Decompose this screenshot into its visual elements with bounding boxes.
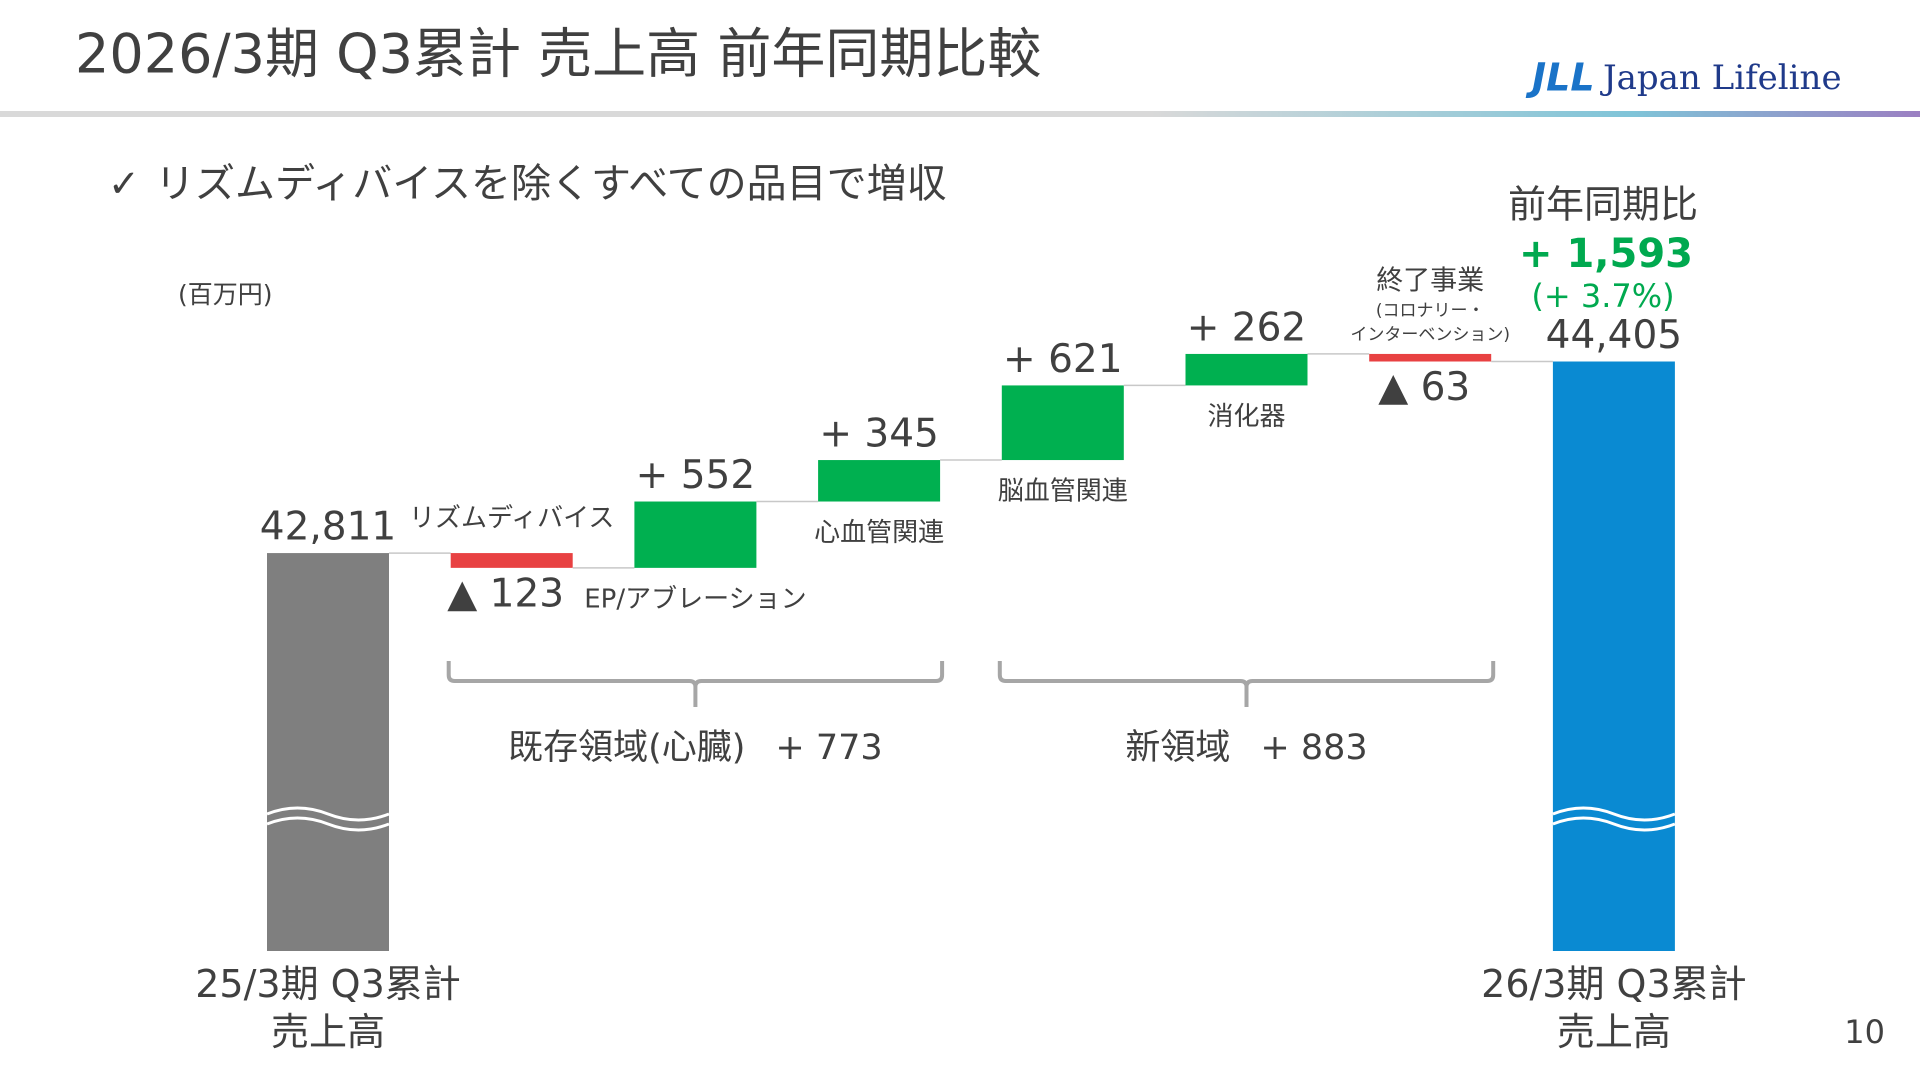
group-change: + 773 (775, 728, 882, 768)
summary-title: 前年同期比 (1508, 183, 1698, 227)
category-label: 脳血管関連 (998, 477, 1128, 507)
delta-bar (1001, 385, 1124, 461)
axis-break (1552, 806, 1676, 822)
group-label: 既存領域(心臓) + 773 (508, 728, 883, 768)
axis-break (266, 806, 390, 822)
logo-mark: JLL (1525, 56, 1595, 100)
page-title: 2026/3期 Q3累計 売上高 前年同期比較 (75, 23, 1041, 86)
value-label: 42,811 (260, 505, 396, 550)
category-label: 消化器 (1207, 402, 1285, 432)
category-note: (コロナリー・インターベンション) (1350, 301, 1510, 345)
category-label: リズムディバイス (409, 504, 614, 534)
page-number: 10 (1844, 1013, 1885, 1051)
unit-label: (百万円) (178, 280, 273, 309)
category-label: 終了事業 (1376, 265, 1484, 296)
category-label: 25/3期 Q3累計売上高 (195, 962, 461, 1054)
axis-break (1552, 816, 1676, 832)
delta-bar (1369, 353, 1492, 362)
check-icon: ✓ (108, 162, 140, 206)
total-bar (1552, 361, 1675, 951)
group-bracket (446, 661, 945, 707)
delta-bar (818, 460, 941, 502)
value-label: + 345 (819, 412, 939, 457)
value-label: ▲ 123 (447, 571, 564, 616)
summary-pct: (+ 3.7%) (1531, 277, 1674, 315)
delta-bar (450, 553, 573, 568)
total-bar (267, 553, 389, 951)
axis-break (266, 816, 390, 832)
group-change: + 883 (1260, 728, 1367, 768)
value-label: ▲ 63 (1378, 365, 1470, 410)
waterfall-chart: 42,811 25/3期 Q3累計売上高 ▲ 123 リズムディバイス + 552 EP/… (195, 265, 1746, 1053)
delta-bar (634, 501, 757, 568)
value-label: 44,405 (1546, 313, 1682, 358)
group-name: 新領域 (1125, 728, 1230, 768)
group-label: 新領域 + 883 (1125, 728, 1367, 768)
group-name: 既存領域(心臓) (508, 728, 745, 768)
logo-text: Japan Lifeline (1600, 58, 1842, 98)
category-label: 心血管関連 (814, 518, 944, 548)
delta-bar (1185, 353, 1308, 386)
value-label: + 552 (636, 453, 756, 498)
value-label: + 621 (1003, 337, 1123, 382)
subtitle: リズムディバイスを除くすべての品目で増収 (155, 161, 947, 207)
summary-change: + 1,593 (1519, 231, 1693, 277)
category-label: 26/3期 Q3累計売上高 (1481, 962, 1747, 1054)
value-label: + 262 (1187, 305, 1307, 350)
header-rule (0, 111, 1920, 117)
group-bracket (997, 661, 1496, 707)
category-label: EP/アブレーション (584, 584, 806, 614)
